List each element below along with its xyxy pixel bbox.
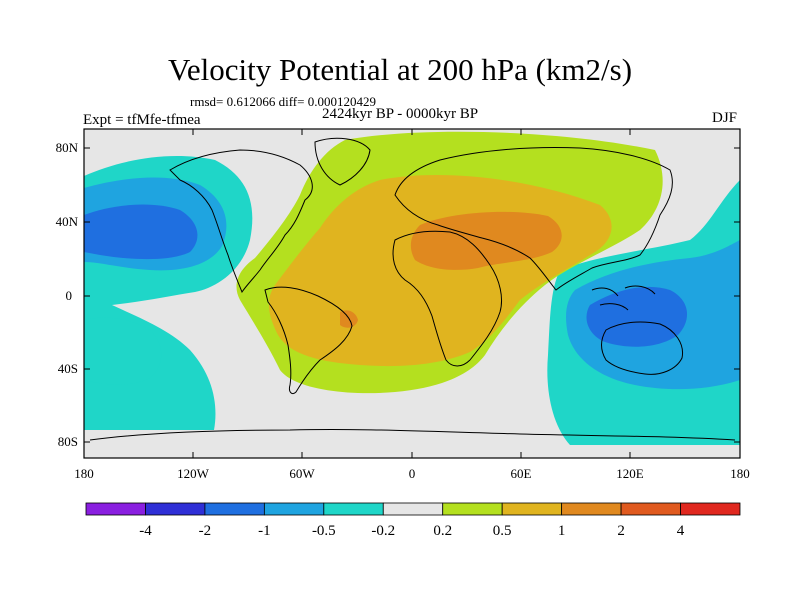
- lon-label-180e: 180: [730, 466, 750, 481]
- colorbar-label: 1: [558, 523, 566, 539]
- coast-eurasia: [394, 147, 673, 291]
- colorbar-label: -0.2: [371, 523, 395, 539]
- coast-maritime-continent: [591, 285, 656, 311]
- colorbar: -4 -2 -1 -0.5 -0.2 0.2 0.5 1 2 4: [85, 502, 741, 539]
- coast-antarctica: [89, 428, 736, 441]
- lat-label-40s: 40S: [58, 361, 78, 376]
- chart-title: Velocity Potential at 200 hPa (km2/s): [167, 52, 633, 87]
- colorbar-label: 2: [617, 523, 625, 539]
- colorbar-swatch: [323, 502, 384, 516]
- coast-north-america: [169, 149, 313, 294]
- contour-field: [84, 129, 740, 458]
- colorbar-swatch: [561, 502, 622, 516]
- season-label: DJF: [712, 110, 738, 126]
- colorbar-label: 4: [677, 523, 685, 539]
- coast-greenland: [314, 137, 371, 186]
- contour-neg-indopac-3: [586, 286, 688, 347]
- colorbar-swatch: [204, 502, 265, 516]
- lat-ticks: [84, 147, 740, 443]
- coastlines: [89, 137, 736, 441]
- coast-australia: [601, 321, 684, 375]
- contour-pos-main-3: [410, 211, 562, 270]
- contour-neg-westpac-lower: [84, 317, 162, 385]
- colorbar-swatch: [382, 502, 444, 516]
- lon-label-180w: 180: [74, 466, 94, 481]
- coast-south-america: [264, 286, 353, 395]
- lon-label-60w: 60W: [289, 466, 315, 481]
- colorbar-swatch: [620, 502, 681, 516]
- contour-neg-eastpac-3: [84, 204, 198, 260]
- lon-label-60e: 60E: [511, 466, 532, 481]
- lon-label-120e: 120E: [616, 466, 644, 481]
- lat-label-0: 0: [66, 288, 73, 303]
- colorbar-swatch: [501, 502, 563, 516]
- colorbar-swatch: [85, 502, 146, 516]
- colorbar-label: -4: [139, 523, 152, 539]
- lon-ticks: [192, 129, 631, 458]
- colorbar-label: 0.5: [493, 523, 512, 539]
- stats-text: rmsd= 0.612066 diff= 0.000120429: [190, 94, 376, 109]
- coast-africa: [392, 230, 503, 367]
- colorbar-label: -2: [199, 523, 212, 539]
- period-text: 2424kyr BP - 0000kyr BP: [322, 106, 479, 122]
- colorbar-label: -0.5: [312, 523, 336, 539]
- colorbar-swatch: [680, 502, 741, 516]
- lon-label-0: 0: [409, 466, 416, 481]
- lat-label-80n: 80N: [56, 140, 79, 155]
- colorbar-swatch: [263, 502, 325, 516]
- lon-label-120w: 120W: [177, 466, 210, 481]
- colorbar-swatch: [145, 502, 206, 516]
- colorbar-label: 0.2: [433, 523, 452, 539]
- lat-label-40n: 40N: [56, 214, 79, 229]
- colorbar-swatch: [442, 502, 503, 516]
- experiment-label: Expt = tfMfe-tfmea: [83, 112, 201, 128]
- colorbar-label: -1: [258, 523, 271, 539]
- lat-label-80s: 80S: [58, 434, 78, 449]
